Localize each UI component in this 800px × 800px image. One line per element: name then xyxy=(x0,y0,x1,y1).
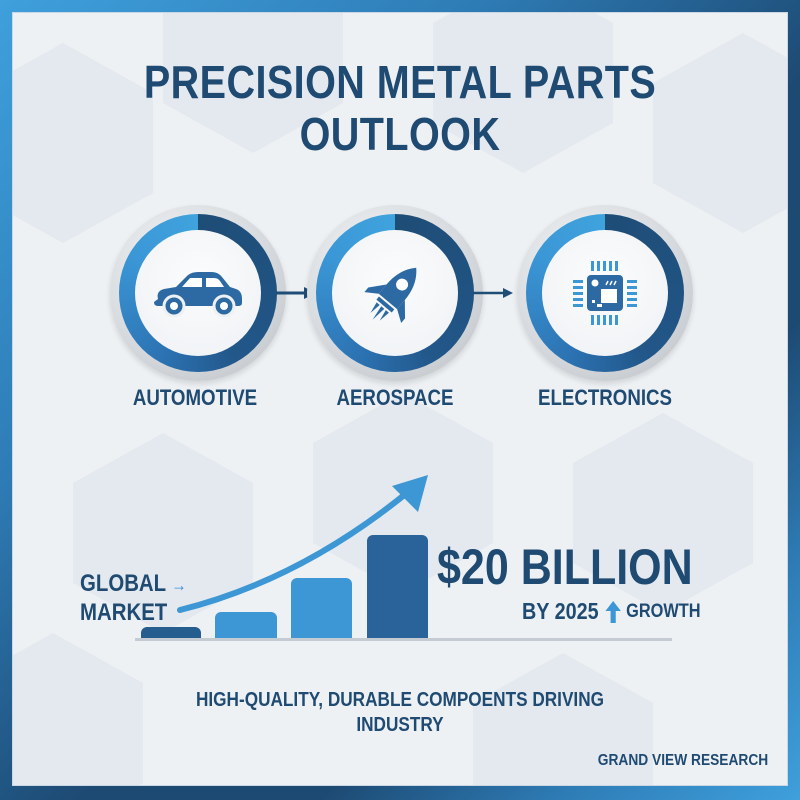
market-growth: GROWTH xyxy=(626,600,701,622)
sector-circle-aerospace xyxy=(307,205,483,381)
global-label-line-2: MARKET xyxy=(80,599,168,626)
market-value: $20 BILLION xyxy=(437,539,693,595)
sector-circle-automotive xyxy=(110,205,286,381)
chart-bar-3 xyxy=(291,578,352,639)
title-line-1: PRECISION METAL PARTS xyxy=(143,56,657,108)
circle-inner xyxy=(135,230,261,356)
chart-baseline xyxy=(135,638,672,641)
tagline-line-1: HIGH-QUALITY, DURABLE COMPOENTS DRIVING xyxy=(195,689,605,711)
trend-arrow-icon xyxy=(177,475,428,613)
car-icon xyxy=(152,269,244,317)
title-line-2: OUTLOOK xyxy=(299,108,501,160)
tagline-line-2: INDUSTRY xyxy=(356,714,444,736)
chart-bar-1 xyxy=(141,627,201,639)
sector-label-aerospace: AEROSPACE xyxy=(336,385,454,410)
flow-arrow-icon xyxy=(473,288,513,298)
page-title: PRECISION METAL PARTS OUTLOOK xyxy=(56,56,744,160)
market-subline: BY 2025 GROWTH xyxy=(522,598,701,625)
sector-label-electronics: ELECTRONICS xyxy=(537,385,673,410)
source-credit: GRAND VIEW RESEARCH xyxy=(597,752,768,769)
chart-bar-4 xyxy=(367,535,428,639)
sector-circle-electronics xyxy=(517,205,693,381)
chart-bar-2 xyxy=(215,612,277,639)
market-year: BY 2025 xyxy=(522,598,599,624)
rocket-icon xyxy=(363,258,427,328)
sector-label-automotive: AUTOMOTIVE xyxy=(132,385,258,410)
tagline: HIGH-QUALITY, DURABLE COMPOENTS DRIVING … xyxy=(56,688,744,738)
global-label-line-1: GLOBAL xyxy=(80,570,166,597)
circle-inner xyxy=(542,230,668,356)
infographic-panel xyxy=(12,12,788,786)
right-arrow-icon: → xyxy=(171,575,187,595)
global-market-label: GLOBAL → MARKET xyxy=(80,570,187,627)
microchip-icon xyxy=(570,258,640,328)
circle-inner xyxy=(332,230,458,356)
up-arrow-icon xyxy=(605,600,621,623)
